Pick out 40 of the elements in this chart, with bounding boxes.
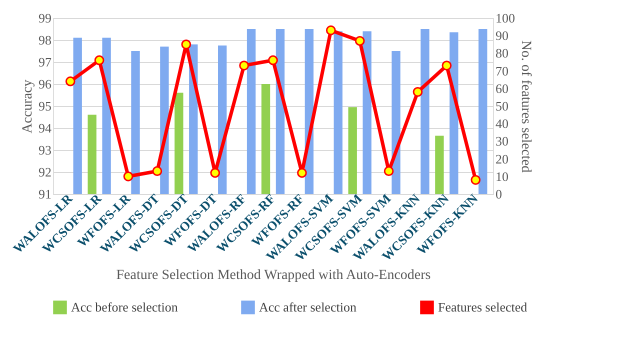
legend-label: Acc after selection	[259, 299, 357, 314]
y-tick-label: 95	[38, 98, 52, 114]
point	[152, 166, 162, 176]
point	[268, 55, 278, 66]
point	[239, 60, 249, 70]
y2-tick-label: 30	[496, 134, 508, 149]
point	[181, 39, 192, 50]
y-tick-label: 98	[38, 32, 52, 48]
point	[210, 168, 220, 178]
y-tick-label: 99	[38, 10, 52, 26]
y2-tick-label: 50	[496, 98, 508, 114]
y-tick-label: 93	[38, 142, 52, 158]
y-tick-label: 97	[38, 54, 52, 70]
legend-label: Acc before selection	[71, 299, 178, 314]
y2-tick-label: 20	[496, 151, 508, 166]
y2-tick-label: 10	[496, 168, 508, 184]
point	[470, 174, 481, 185]
y2-tick-label: 70	[496, 63, 508, 78]
point	[123, 171, 134, 182]
point	[384, 166, 394, 176]
point	[326, 25, 336, 36]
y2-tick-label: 100	[496, 10, 515, 26]
y-tick-label: 96	[38, 76, 52, 92]
point	[442, 60, 452, 70]
y2-tick-label: 90	[496, 28, 508, 44]
y2-tick-label: 80	[496, 46, 508, 61]
y-axis-title: Accuracy	[20, 80, 36, 134]
point	[354, 36, 365, 46]
y-tick-label: 92	[38, 164, 52, 180]
point	[65, 76, 76, 86]
y2-tick-label: 0	[496, 186, 502, 202]
x-axis-title: Feature Selection Method Wrapped with Auto-Encoders	[116, 268, 431, 283]
point	[412, 86, 423, 97]
y-tick-label: 94	[38, 120, 52, 136]
point	[94, 55, 104, 66]
point	[297, 168, 307, 178]
legend-label: Features selected	[438, 299, 528, 314]
y2-axis-title: No. of features selected	[518, 40, 533, 173]
y2-tick-label: 60	[496, 80, 508, 96]
y2-tick-label: 40	[496, 116, 508, 132]
